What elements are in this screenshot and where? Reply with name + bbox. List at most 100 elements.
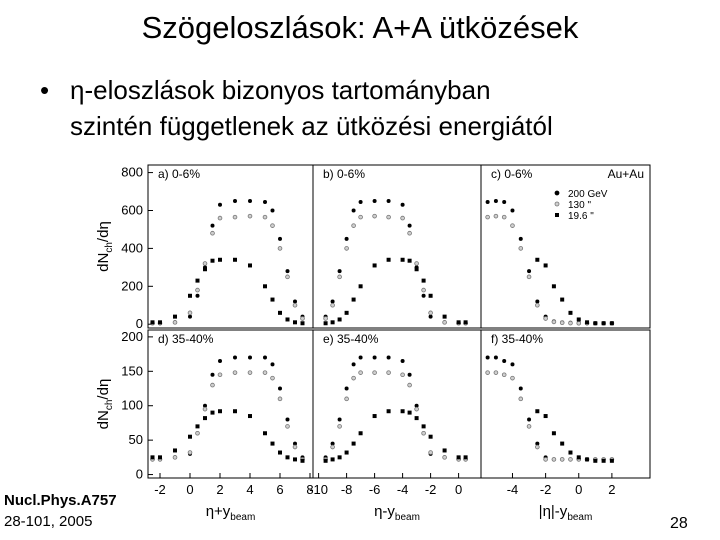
data-point	[232, 214, 238, 220]
data-point	[195, 287, 200, 293]
data-point	[293, 441, 297, 446]
data-point	[293, 299, 297, 304]
data-point	[337, 317, 342, 322]
data-point	[560, 441, 565, 446]
data-point	[195, 278, 200, 283]
data-point	[344, 246, 349, 251]
data-point	[407, 223, 412, 228]
data-point	[337, 424, 342, 429]
reference: Nucl.Phys.A757 28-101, 2005	[4, 490, 117, 532]
data-point	[173, 314, 177, 319]
data-point	[386, 257, 391, 262]
data-point	[400, 358, 405, 363]
panel-title: b) 0-6%	[323, 167, 365, 181]
data-point	[188, 314, 192, 319]
x-axis-label: η+ybeam	[206, 503, 256, 523]
data-point	[270, 375, 275, 381]
data-point	[372, 213, 377, 219]
data-point	[248, 263, 252, 268]
legend-marker	[555, 213, 559, 217]
data-point	[442, 314, 447, 319]
data-point	[233, 409, 237, 414]
data-point	[150, 320, 155, 325]
panel-title: f) 35-40%	[491, 332, 543, 346]
data-point	[278, 386, 282, 391]
data-point	[421, 278, 426, 283]
data-point	[337, 455, 342, 460]
data-point	[195, 430, 200, 436]
data-point	[593, 458, 598, 463]
data-point	[217, 215, 223, 221]
data-point	[421, 430, 426, 436]
x-tick-label: -6	[369, 482, 381, 497]
data-point	[263, 431, 267, 436]
y-tick-label: 50	[129, 432, 143, 447]
data-point	[518, 246, 524, 251]
x-tick-label: -4	[507, 482, 519, 497]
data-point	[543, 414, 548, 419]
bullet-line: η-eloszlások bizonyos tartományban	[70, 75, 491, 105]
data-point	[559, 457, 565, 462]
data-point	[323, 321, 328, 326]
y-axis-label: dNch/dη	[95, 379, 115, 430]
data-point	[330, 320, 335, 325]
legend-title: Au+Au	[608, 167, 644, 181]
data-point	[270, 223, 275, 228]
label-main: |η|-y	[539, 503, 568, 520]
y-tick-label: 100	[121, 398, 143, 413]
data-point	[407, 382, 412, 388]
data-point	[501, 372, 507, 378]
data-point	[568, 310, 573, 315]
data-point	[263, 284, 267, 289]
y-tick-label: 600	[121, 202, 143, 217]
data-point	[442, 320, 447, 325]
data-point	[551, 319, 557, 325]
data-point	[386, 214, 391, 220]
data-point	[300, 458, 305, 463]
data-point	[277, 396, 283, 402]
data-point	[337, 274, 342, 280]
x-axis-label: |η|-ybeam	[539, 503, 593, 523]
data-point	[358, 284, 363, 289]
y-tick-label: 0	[136, 467, 143, 482]
data-point	[510, 362, 515, 367]
data-point	[292, 302, 298, 308]
data-point	[609, 321, 614, 326]
data-point	[386, 199, 391, 204]
data-point	[372, 199, 377, 204]
data-point	[173, 448, 177, 453]
data-point	[248, 414, 252, 419]
data-point	[527, 269, 532, 274]
data-point	[203, 403, 207, 408]
label-main: dN	[95, 253, 112, 272]
data-point	[568, 450, 573, 455]
reference-line: 28-101, 2005	[4, 513, 93, 530]
data-point	[293, 457, 297, 462]
bullet-line: szintén függetlenek az ütközési energiát…	[70, 111, 553, 141]
data-point	[421, 424, 426, 429]
data-point	[407, 410, 412, 415]
data-point	[188, 434, 192, 439]
panel-title: c) 0-6%	[491, 167, 533, 181]
data-point	[344, 396, 349, 402]
data-point	[428, 314, 433, 319]
data-point	[576, 320, 582, 326]
label-tail: /dη	[95, 379, 112, 400]
data-point	[358, 431, 363, 436]
data-point	[262, 370, 268, 375]
data-point	[386, 370, 391, 375]
data-point	[337, 269, 342, 274]
data-point	[485, 214, 490, 220]
data-point	[543, 316, 548, 321]
data-point	[263, 199, 267, 204]
panel-title: a) 0-6%	[158, 167, 200, 181]
x-tick-label: -2	[154, 482, 166, 497]
data-point	[485, 370, 490, 375]
label-sub: ch	[104, 242, 115, 253]
data-point	[493, 355, 498, 360]
data-point	[568, 457, 573, 462]
data-point	[518, 236, 523, 241]
data-point	[293, 320, 297, 325]
x-tick-label: 6	[276, 482, 283, 497]
